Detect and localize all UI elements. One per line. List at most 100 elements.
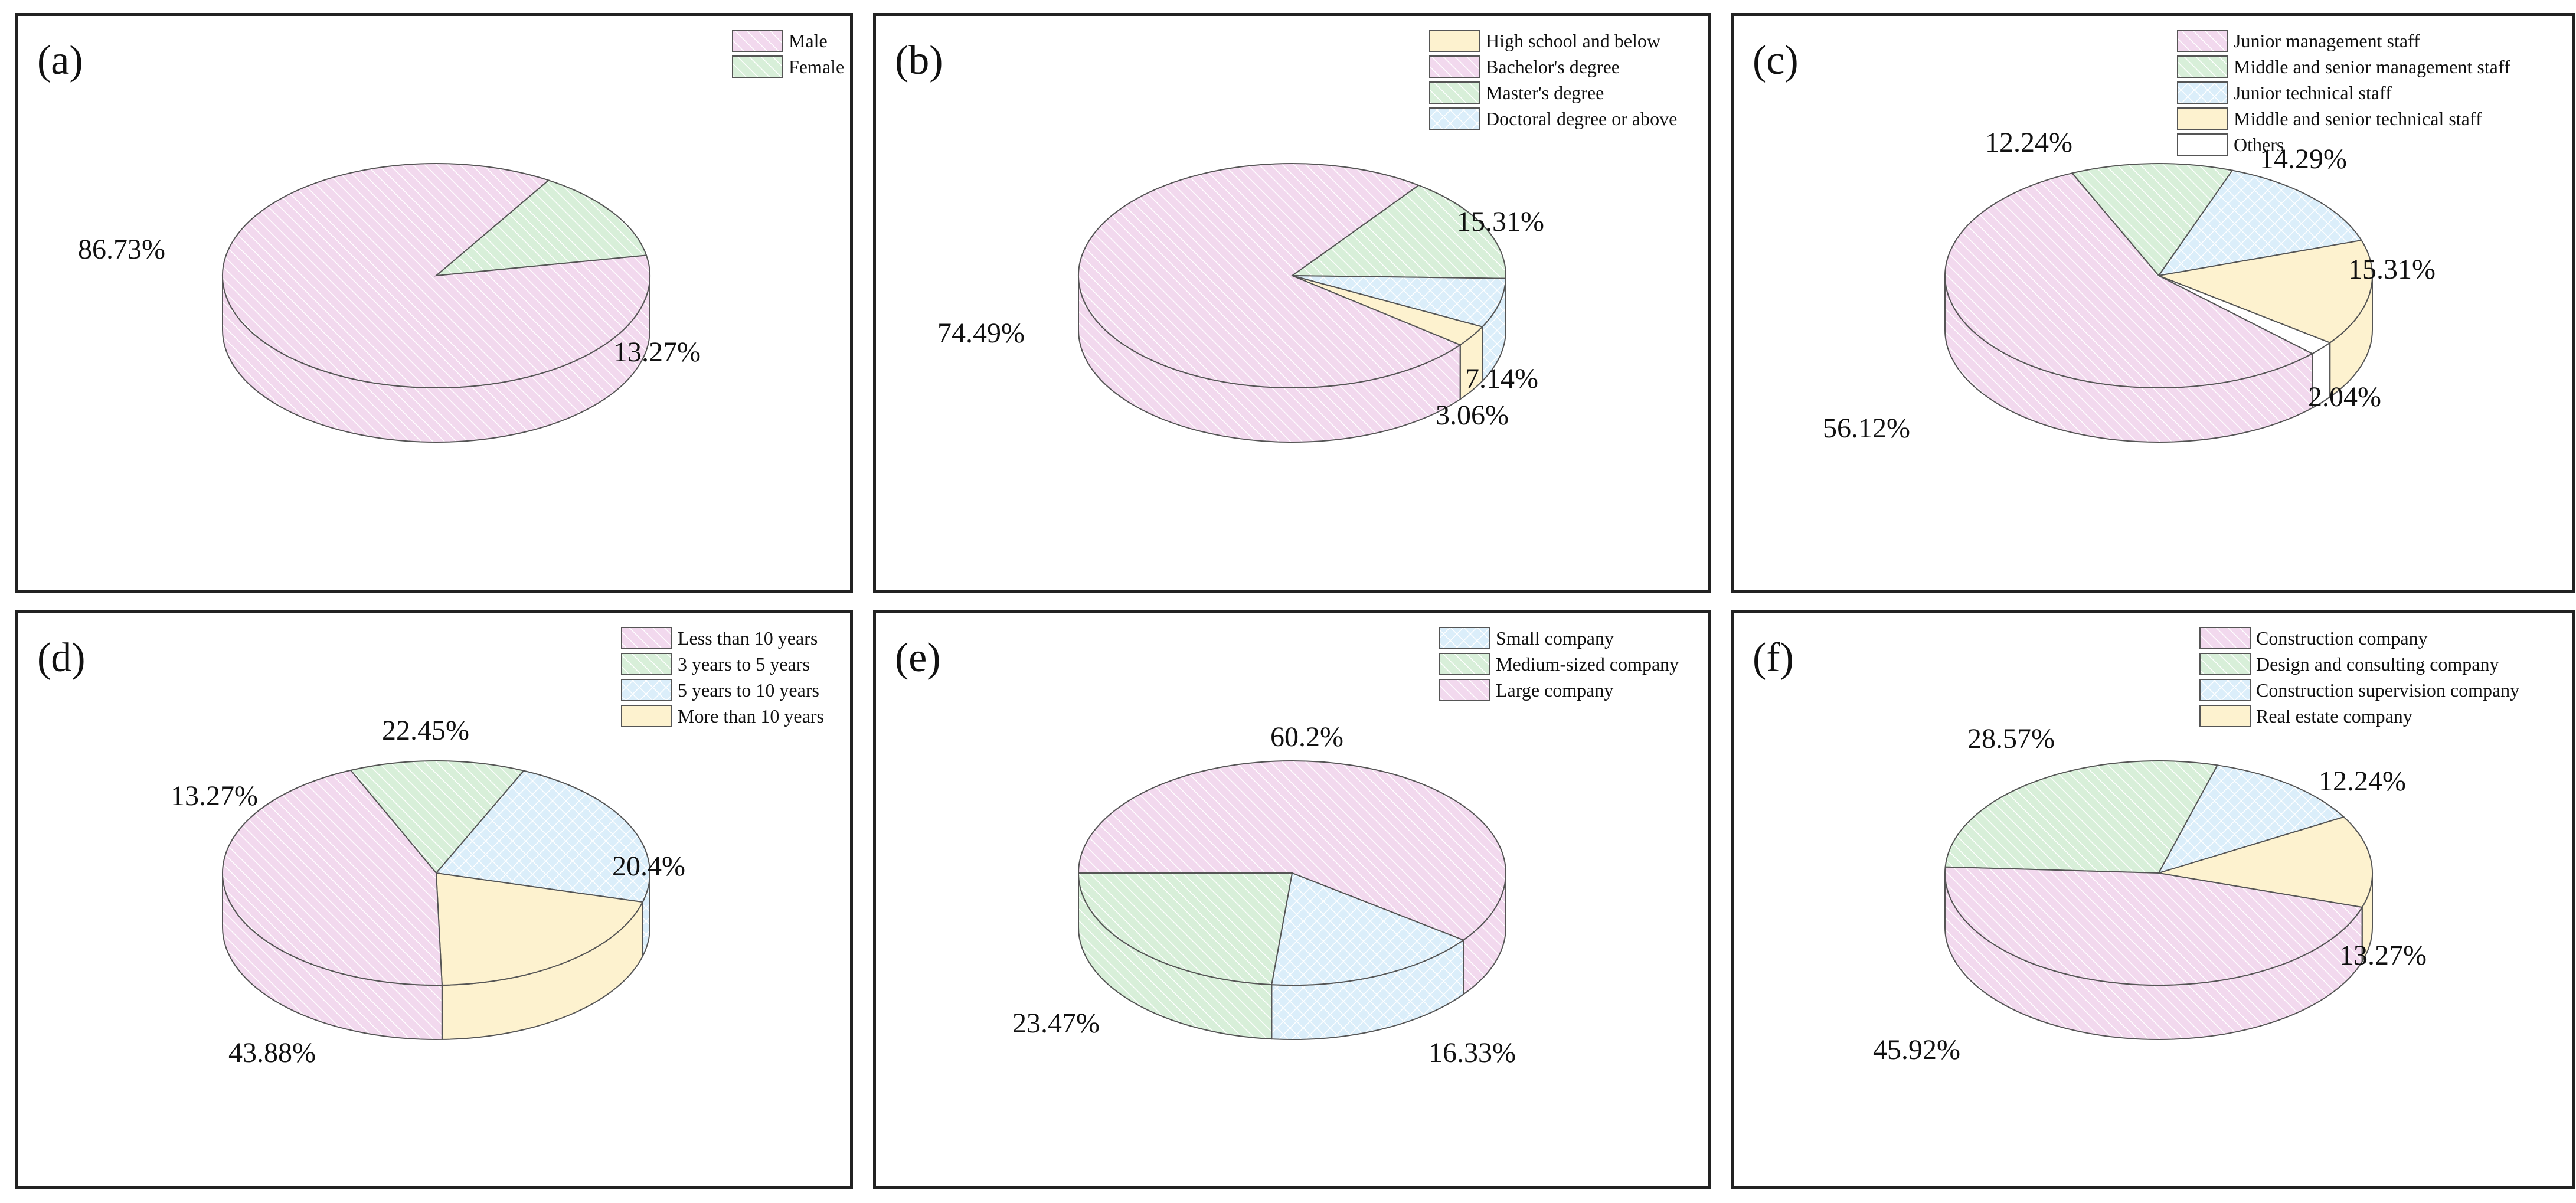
pct-label-c-0: 12.24% [1985, 127, 2072, 158]
legend-swatch-f-1 [2199, 653, 2251, 675]
panel-e-company-size: (e) 60.2% 16.33% 23.47% Small company Medium-… [873, 610, 1711, 1189]
pie-slice-e-2 [1077, 872, 1293, 986]
pct-label-d-1: 22.45% [382, 715, 469, 746]
pie-slice-f-0 [1944, 760, 2219, 874]
panel-f-company-type: (f) 28.57% 12.24% 13.27% 45.92% Construction … [1731, 610, 2575, 1189]
legend-label-e-0: Small company [1496, 627, 1614, 649]
panel-label-c: (c) [1753, 38, 1799, 83]
pie-tops-e [1077, 760, 1506, 986]
legend-swatch-a-1 [732, 55, 783, 78]
legend-swatch-a-0 [732, 30, 783, 52]
pie-slice-d-2 [435, 872, 644, 986]
legend-label-e-2: Large company [1496, 679, 1613, 701]
legend-c: Junior management staff Middle and senior… [2177, 30, 2510, 156]
pct-label-f-2: 13.27% [2339, 940, 2427, 971]
pct-label-a-1: 13.27% [613, 336, 701, 368]
panel-label-a: (a) [37, 38, 83, 83]
legend-label-b-3: Doctoral degree or above [1486, 108, 1677, 129]
legend-swatch-c-1 [2177, 55, 2228, 78]
legend-swatch-e-1 [1439, 653, 1490, 675]
legend-label-c-4: Others [2234, 134, 2284, 155]
pie-chart-f: (f) 28.57% 12.24% 13.27% 45.92% Construction … [1753, 627, 2519, 1065]
pie-slice-c-0 [2071, 163, 2234, 277]
legend-swatch-b-1 [1429, 55, 1480, 78]
legend-label-d-3: More than 10 years [678, 705, 824, 727]
legend-swatch-d-3 [621, 705, 672, 727]
legend-d: Less than 10 years 3 years to 5 years 5 ye… [621, 627, 824, 727]
pie-tops-c [1944, 163, 2373, 388]
legend-label-a-1: Female [789, 56, 844, 77]
pie-slice-c-1 [2157, 169, 2363, 277]
pct-label-b-3: 74.49% [937, 318, 1025, 349]
pie-tops-b [1078, 163, 1506, 388]
pie-slice-d-1 [435, 770, 650, 903]
pct-label-f-0: 28.57% [1967, 723, 2055, 754]
legend-label-c-2: Junior technical staff [2234, 82, 2392, 103]
legend-e: Small company Medium-sized company Large c… [1439, 627, 1679, 701]
pie-slice-d-3 [222, 769, 443, 986]
pie-chart-d: (d) 13.27% 22.45% 20.4% 43.88% Less than 10 y… [37, 627, 824, 1068]
pie-slice-f-1 [2157, 764, 2345, 874]
legend-swatch-c-4 [2177, 133, 2228, 156]
pct-label-d-3: 43.88% [228, 1037, 316, 1068]
legend-swatch-c-0 [2177, 30, 2228, 52]
legend-swatch-b-3 [1429, 107, 1480, 130]
pie-chart-c: (c) 12.24% 14.29% 15.31% 2.04% 56.12% Junior m… [1753, 30, 2510, 444]
panel-label-d: (d) [37, 635, 86, 681]
legend-label-b-1: Bachelor's degree [1486, 56, 1620, 77]
pie-tops-a [222, 163, 650, 388]
legend-label-f-2: Construction supervision company [2256, 679, 2519, 701]
legend-swatch-c-3 [2177, 107, 2228, 130]
pct-label-d-0: 13.27% [171, 780, 258, 812]
legend-label-d-0: Less than 10 years [678, 627, 818, 649]
legend-label-e-1: Medium-sized company [1496, 653, 1679, 675]
legend-swatch-f-2 [2199, 679, 2251, 701]
pie-slice-e-1 [1271, 872, 1465, 986]
legend-label-f-0: Construction company [2256, 627, 2428, 649]
pie-slice-b-3 [1078, 163, 1462, 388]
pct-label-b-1: 7.14% [1465, 363, 1538, 394]
pct-label-b-0: 15.31% [1457, 206, 1544, 237]
legend-label-c-0: Junior management staff [2234, 30, 2420, 51]
pie-slice-b-1 [1292, 275, 1506, 328]
legend-swatch-e-0 [1439, 627, 1490, 649]
pie-chart-e: (e) 60.2% 16.33% 23.47% Small company Medium-… [895, 627, 1679, 1068]
panel-d-experience: (d) 13.27% 22.45% 20.4% 43.88% Less than 10 y… [15, 610, 853, 1189]
legend-swatch-c-2 [2177, 81, 2228, 104]
pie-slice-b-0 [1290, 184, 1506, 279]
pie-sides-b [1078, 275, 1507, 443]
legend-b: High school and below Bachelor's degree Ma… [1429, 30, 1677, 130]
legend-a: Male Female [732, 30, 844, 78]
pct-label-a-0: 86.73% [78, 234, 165, 265]
pie-tops-f [1944, 760, 2373, 986]
legend-label-b-0: High school and below [1486, 30, 1660, 51]
pie-slice-a-1 [434, 179, 648, 277]
legend-label-c-1: Middle and senior management staff [2234, 56, 2510, 77]
legend-swatch-f-3 [2199, 705, 2251, 727]
legend-label-d-1: 3 years to 5 years [678, 653, 810, 675]
pie-slice-e-0 [1077, 760, 1506, 941]
pct-label-d-2: 20.4% [612, 851, 685, 882]
panel-b-education: (b) 15.31% 7.14% 3.06% 74.49% High school and… [873, 13, 1711, 593]
legend-swatch-f-0 [2199, 627, 2251, 649]
legend-swatch-d-1 [621, 653, 672, 675]
pie-slice-f-3 [1944, 866, 2363, 986]
pct-label-e-2: 23.47% [1012, 1008, 1100, 1039]
panel-label-e: (e) [895, 635, 941, 681]
pie-chart-a: (a) 86.73% 13.27% Male Female [37, 30, 844, 443]
pct-label-c-4: 56.12% [1823, 413, 1910, 444]
panel-label-f: (f) [1753, 635, 1794, 681]
pct-label-c-3: 2.04% [2308, 381, 2381, 413]
legend-swatch-d-0 [621, 627, 672, 649]
panel-a-gender: (a) 86.73% 13.27% Male Female [15, 13, 853, 593]
legend-swatch-e-2 [1439, 679, 1490, 701]
legend-swatch-b-2 [1429, 81, 1480, 104]
pie-slice-f-2 [2158, 816, 2373, 908]
legend-label-d-2: 5 years to 10 years [678, 679, 819, 701]
legend-label-f-3: Real estate company [2256, 705, 2412, 727]
pct-label-e-0: 60.2% [1270, 721, 1343, 753]
legend-label-f-1: Design and consulting company [2256, 653, 2499, 675]
legend-label-c-3: Middle and senior technical staff [2234, 108, 2482, 129]
pie-slice-d-0 [349, 760, 525, 874]
